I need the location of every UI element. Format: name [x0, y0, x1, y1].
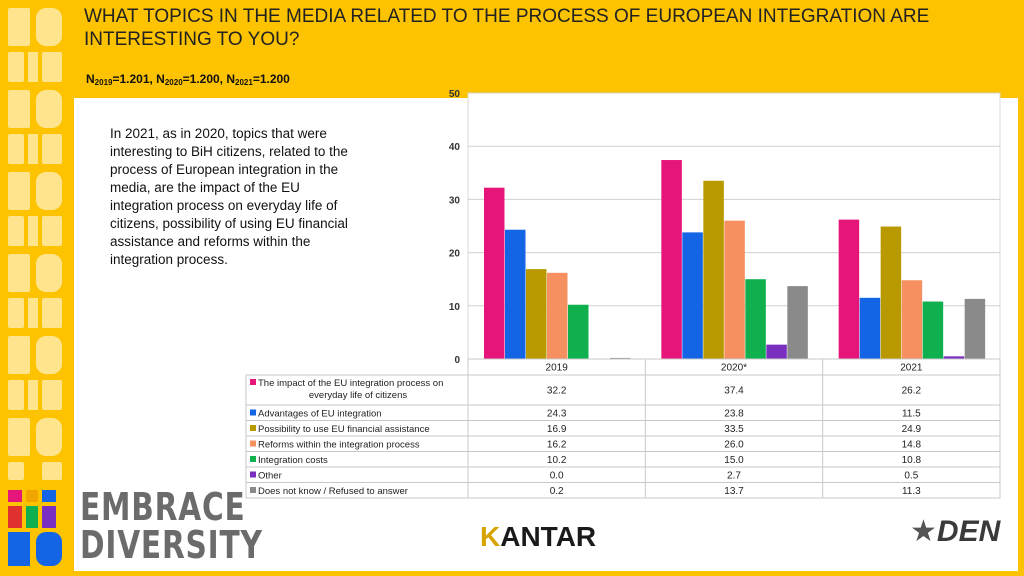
legend-label: Other — [258, 471, 282, 482]
y-tick-label: 30 — [449, 195, 461, 206]
bar — [610, 357, 631, 359]
bar — [964, 298, 986, 359]
legend-key — [250, 425, 256, 431]
y-tick-label: 0 — [454, 355, 460, 366]
bar — [484, 187, 505, 359]
data-label: 15.0 — [724, 455, 744, 466]
bar — [943, 356, 965, 359]
summary-text: In 2021, as in 2020, topics that were in… — [110, 126, 348, 267]
bar — [922, 301, 944, 359]
x-category-label: 2021 — [900, 363, 923, 374]
y-tick-label: 40 — [449, 142, 461, 153]
data-label: 32.2 — [547, 386, 567, 397]
data-label: 37.4 — [724, 386, 744, 397]
legend-label: Integration costs — [258, 455, 328, 466]
data-label: 26.2 — [902, 386, 922, 397]
bar — [682, 232, 703, 359]
legend-label: Reforms within the integration process — [258, 440, 420, 451]
bar — [703, 180, 724, 359]
legend-label: Possibility to use EU financial assistan… — [258, 424, 430, 435]
bar — [901, 280, 923, 359]
data-label: 26.0 — [724, 439, 744, 450]
legend-label: The impact of the EU integration process… — [258, 378, 443, 389]
y-tick-label: 20 — [449, 249, 461, 260]
bar — [724, 220, 745, 359]
den-logo: ★DEN — [910, 515, 1001, 548]
legend-key — [250, 440, 256, 447]
embrace-diversity-logo: EMBRACE DIVERSITY — [80, 485, 263, 567]
bar — [505, 229, 526, 359]
data-label: 23.8 — [724, 408, 744, 419]
legend-key — [250, 456, 256, 462]
table-row — [245, 451, 1001, 468]
table-row — [245, 482, 1001, 499]
data-label: 24.3 — [547, 408, 567, 419]
table-row — [245, 466, 1001, 483]
data-label: 0.5 — [904, 470, 918, 481]
bar — [568, 304, 589, 359]
data-label: 11.5 — [902, 408, 921, 419]
legend-key — [250, 487, 256, 493]
legend-label: Advantages of EU integration — [258, 409, 382, 420]
table-row — [245, 374, 1001, 406]
legend-key — [250, 379, 256, 385]
legend-key — [250, 409, 256, 416]
legend-label: Does not know / Refused to answer — [258, 486, 408, 497]
data-label: 2.7 — [727, 470, 741, 481]
data-label: 10.2 — [547, 455, 567, 466]
data-label: 16.2 — [547, 439, 567, 450]
x-category-label: 2019 — [546, 363, 569, 374]
bar — [661, 160, 682, 359]
bar — [880, 226, 902, 359]
page-title: WHAT TOPICS IN THE MEDIA RELATED TO THE … — [84, 6, 930, 50]
bar — [838, 219, 860, 359]
data-label: 33.5 — [724, 424, 744, 435]
data-label: 10.8 — [902, 455, 922, 466]
bottom-band — [0, 571, 1024, 576]
data-label: 11.3 — [902, 486, 921, 497]
header-band — [0, 0, 1024, 98]
x-category-label: 2020* — [721, 363, 747, 374]
bar — [547, 272, 568, 359]
data-label: 24.9 — [902, 424, 922, 435]
bar — [766, 344, 787, 359]
data-label: 0.0 — [550, 470, 564, 481]
bar — [745, 279, 766, 359]
kantar-logo: KANTAR — [480, 521, 597, 552]
data-label: 14.8 — [902, 439, 922, 450]
y-tick-label: 10 — [449, 302, 461, 313]
legend-label-cont: everyday life of citizens — [309, 390, 407, 401]
data-label: 13.7 — [724, 486, 744, 497]
bar — [859, 297, 881, 359]
data-label: 0.2 — [550, 486, 564, 497]
data-label: 16.9 — [547, 424, 567, 435]
bar — [787, 286, 808, 359]
bih-eu-pattern-logo — [8, 8, 62, 566]
bar — [526, 269, 547, 359]
y-tick-label: 50 — [449, 89, 461, 100]
legend-key — [250, 471, 256, 478]
right-band — [1018, 0, 1024, 576]
sample-size-label: N2019=1.201, N2020=1.200, N2021=1.200 — [86, 72, 290, 87]
